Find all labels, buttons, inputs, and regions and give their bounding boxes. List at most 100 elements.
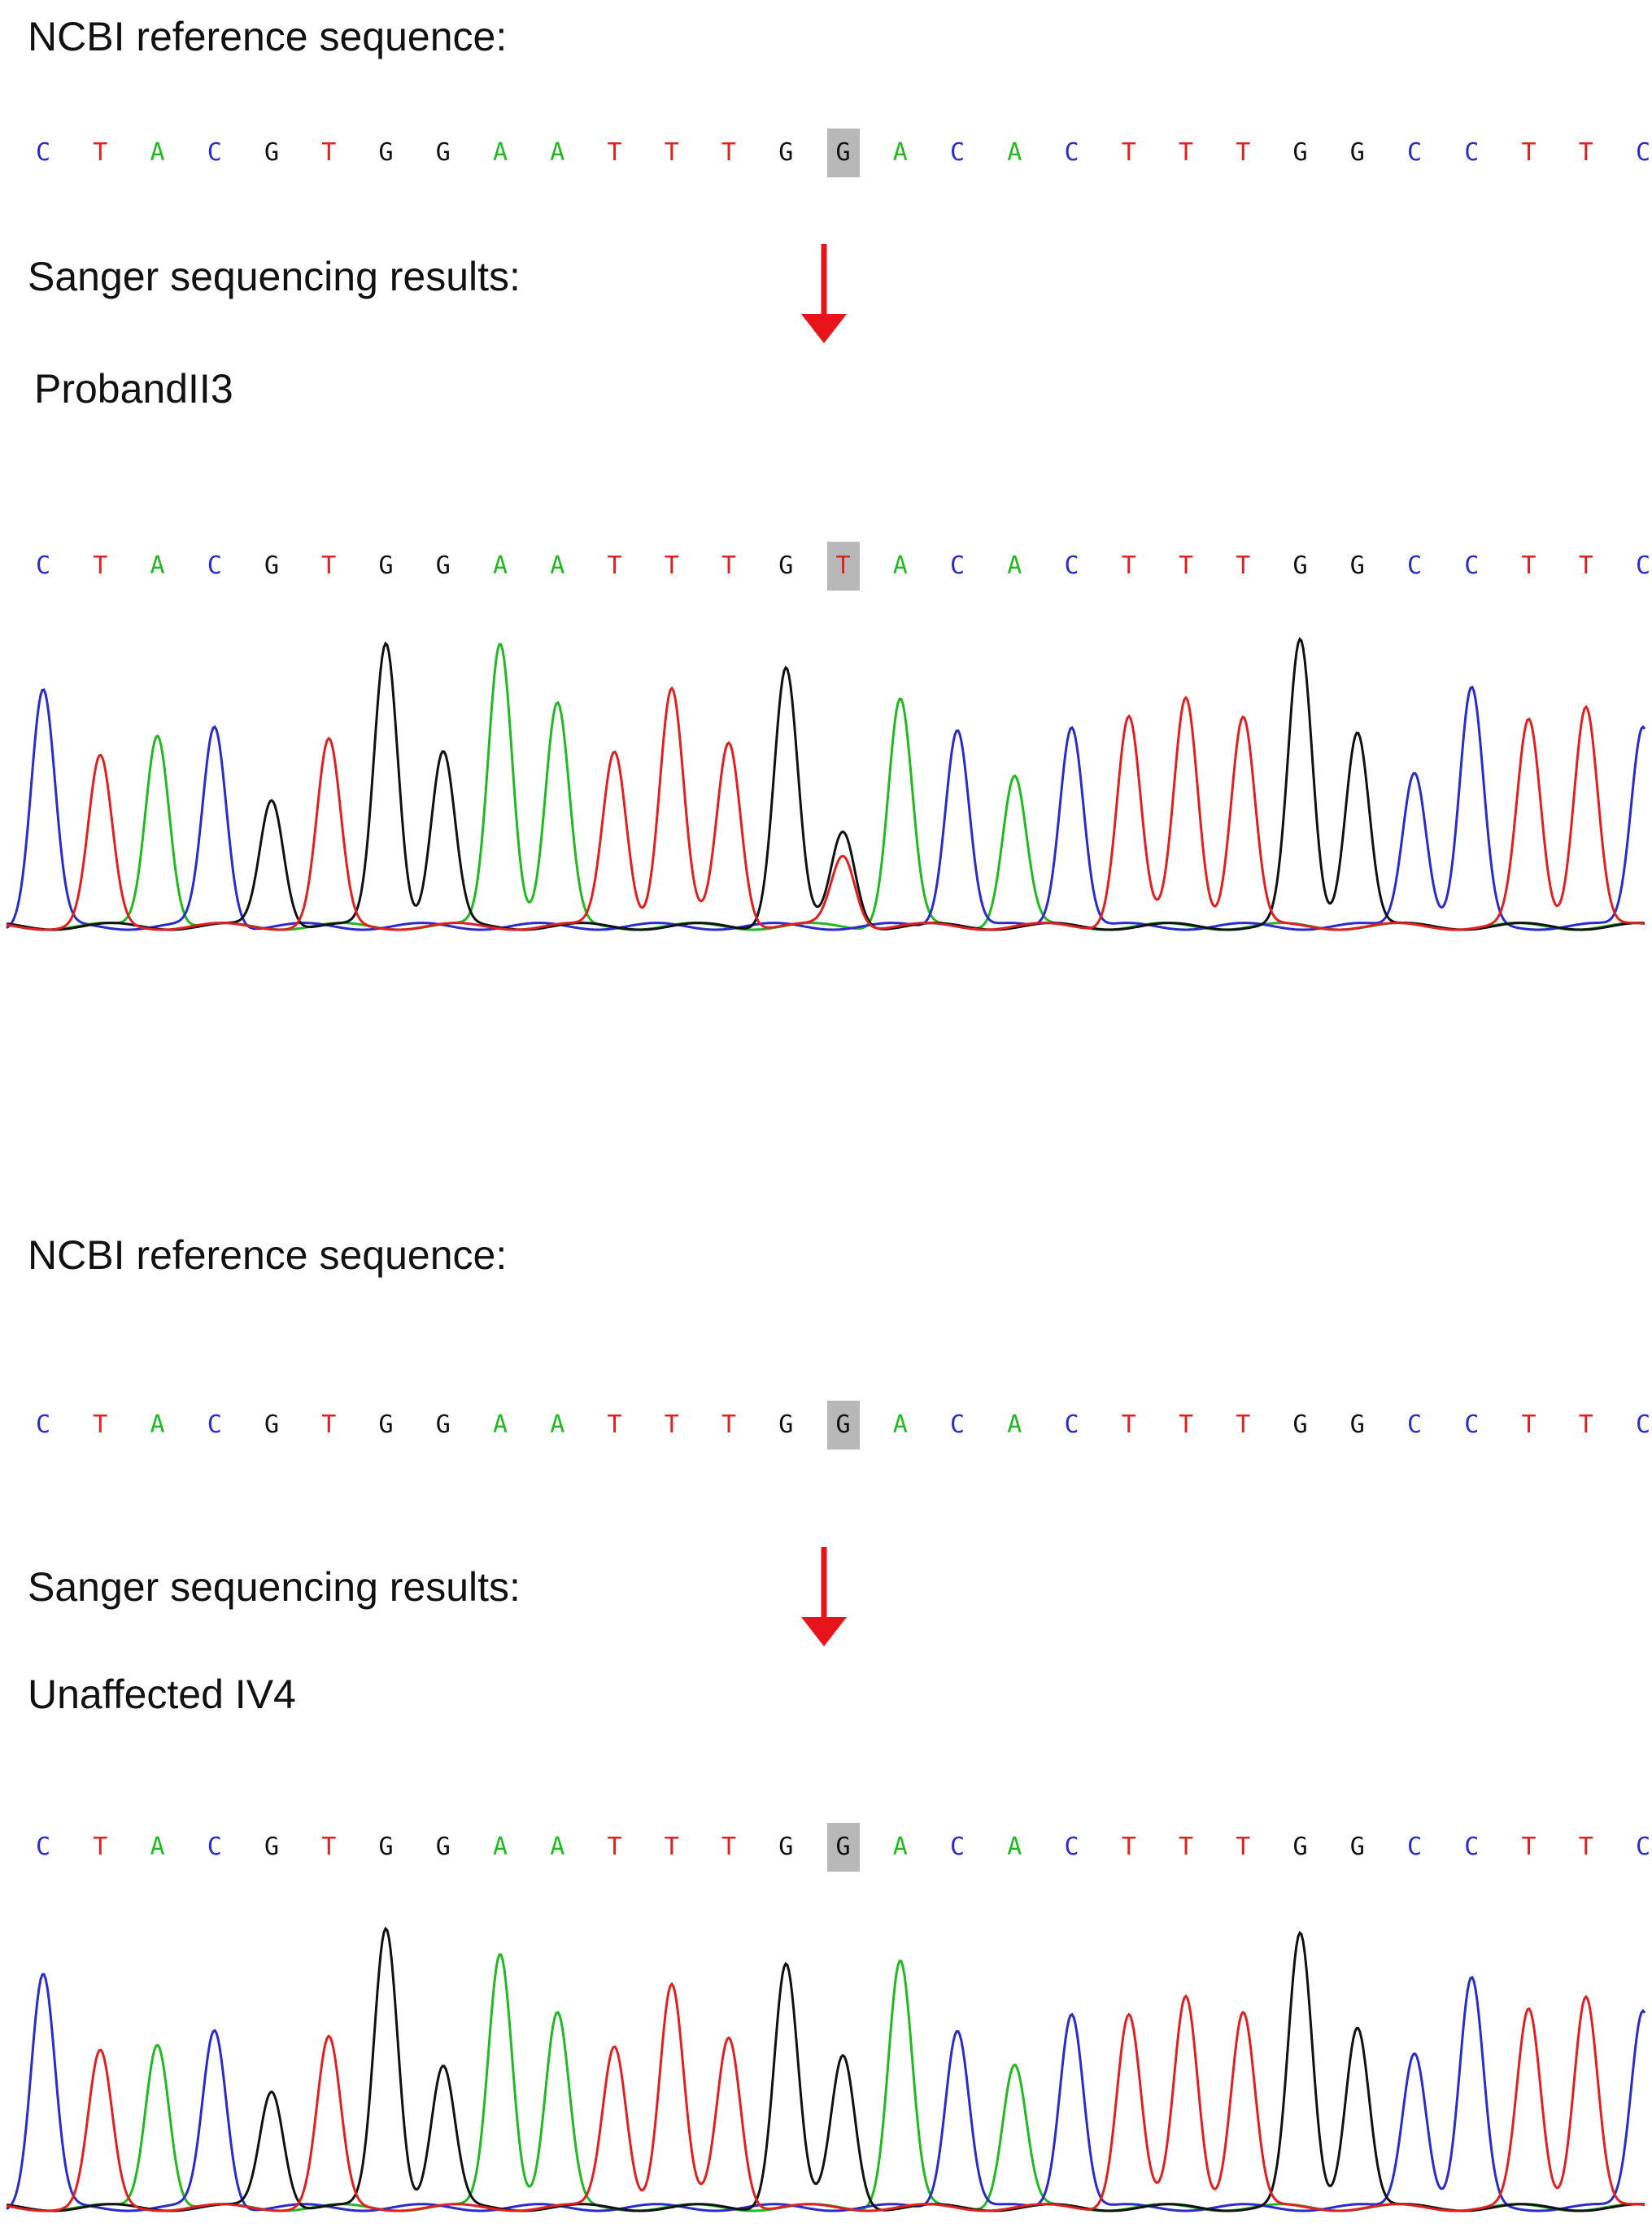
trace-G <box>6 1926 1645 2212</box>
base-letter: C <box>1464 138 1480 167</box>
panel2-sample-label: Unaffected IV4 <box>28 1672 296 1717</box>
base-letter: T <box>1178 1410 1194 1439</box>
base-letter: C <box>1064 1410 1079 1439</box>
base-letter: T <box>93 138 108 167</box>
base-letter: G <box>778 138 794 167</box>
base-letter: C <box>35 1410 51 1439</box>
base-letter: T <box>1578 1410 1593 1439</box>
base-letter: T <box>1178 138 1194 167</box>
base-letter: A <box>492 138 508 167</box>
base-letter: G <box>778 551 794 580</box>
panel2-reference-label: NCBI reference sequence: <box>28 1232 508 1278</box>
base-letter: G <box>264 138 280 167</box>
base-letter: A <box>550 1410 565 1439</box>
base-letter: A <box>892 1410 908 1439</box>
base-letter: A <box>150 1833 165 1861</box>
base-letter: G <box>378 551 394 580</box>
panel2-arrow-down-icon <box>801 1547 847 1646</box>
base-letter: G <box>1292 551 1308 580</box>
base-letter: G <box>778 1833 794 1861</box>
base-letter: C <box>949 138 965 167</box>
base-letter: A <box>492 551 508 580</box>
base-letter: T <box>721 138 737 167</box>
base-letter: G <box>1349 138 1365 167</box>
base-letter: A <box>1007 551 1022 580</box>
base-letter: T <box>1521 138 1536 167</box>
base-letter: T <box>1178 1833 1194 1861</box>
base-letter: A <box>550 1833 565 1861</box>
base-letter: G <box>778 1410 794 1439</box>
base-letter: C <box>207 1410 222 1439</box>
base-letter: T <box>1578 138 1593 167</box>
panel1-results-label: Sanger sequencing results: <box>28 254 521 299</box>
base-letter: G <box>826 1401 860 1449</box>
base-letter: G <box>378 138 394 167</box>
base-letter: C <box>1635 551 1651 580</box>
base-letter: G <box>435 551 451 580</box>
base-letter: C <box>207 138 222 167</box>
base-letter: A <box>150 1410 165 1439</box>
base-letter: C <box>1064 551 1079 580</box>
base-letter: T <box>93 551 108 580</box>
base-letter: T <box>1578 1833 1593 1861</box>
base-letter: T <box>607 551 622 580</box>
base-letter: C <box>207 551 222 580</box>
base-letter: T <box>607 138 622 167</box>
base-letter: C <box>207 1833 222 1861</box>
base-letter: T <box>1521 1410 1536 1439</box>
base-letter: C <box>1064 138 1079 167</box>
base-letter: T <box>607 1833 622 1861</box>
base-letter: G <box>378 1833 394 1861</box>
base-letter: C <box>949 1833 965 1861</box>
base-letter: T <box>321 1833 337 1861</box>
base-letter: G <box>264 1833 280 1861</box>
base-letter: C <box>35 1833 51 1861</box>
base-letter: C <box>1064 1833 1079 1861</box>
base-letter: C <box>1635 1410 1651 1439</box>
panel2-chromatogram <box>6 1926 1646 2212</box>
base-letter: T <box>721 1833 737 1861</box>
base-letter: G <box>1349 551 1365 580</box>
base-letter: T <box>1521 551 1536 580</box>
base-letter: G <box>826 129 860 177</box>
base-letter: T <box>664 138 679 167</box>
base-letter: G <box>1292 1833 1308 1861</box>
base-letter: C <box>1406 1833 1423 1861</box>
base-letter: A <box>1007 1833 1022 1861</box>
base-letter: T <box>1521 1833 1536 1861</box>
base-letter: C <box>1406 1410 1423 1439</box>
base-letter: C <box>35 138 51 167</box>
panel1-chromatogram <box>6 637 1646 931</box>
base-letter: A <box>492 1833 508 1861</box>
trace-C <box>6 1973 1646 2212</box>
trace-T <box>6 1981 1645 2212</box>
base-letter: T <box>1178 551 1194 580</box>
base-letter: T <box>1121 551 1136 580</box>
base-letter: T <box>607 1410 622 1439</box>
base-letter: C <box>1406 138 1423 167</box>
trace-T <box>6 686 1645 931</box>
base-letter: A <box>492 1410 508 1439</box>
base-letter: A <box>892 551 908 580</box>
base-letter: G <box>435 1833 451 1861</box>
base-letter: C <box>1406 551 1423 580</box>
base-letter: T <box>721 551 737 580</box>
base-letter: T <box>1121 1833 1136 1861</box>
base-letter: T <box>1236 138 1251 167</box>
base-letter: T <box>664 1833 679 1861</box>
base-letter: T <box>664 1410 679 1439</box>
trace-G <box>6 637 1645 931</box>
base-letter: A <box>150 138 165 167</box>
base-letter: T <box>1236 1833 1251 1861</box>
base-letter: C <box>949 551 965 580</box>
base-letter: G <box>264 1410 280 1439</box>
base-letter: T <box>1236 551 1251 580</box>
base-letter: A <box>1007 138 1022 167</box>
base-letter: C <box>35 551 51 580</box>
base-letter: T <box>1578 551 1593 580</box>
panel2-results-label: Sanger sequencing results: <box>28 1564 521 1610</box>
base-letter: A <box>1007 1410 1022 1439</box>
